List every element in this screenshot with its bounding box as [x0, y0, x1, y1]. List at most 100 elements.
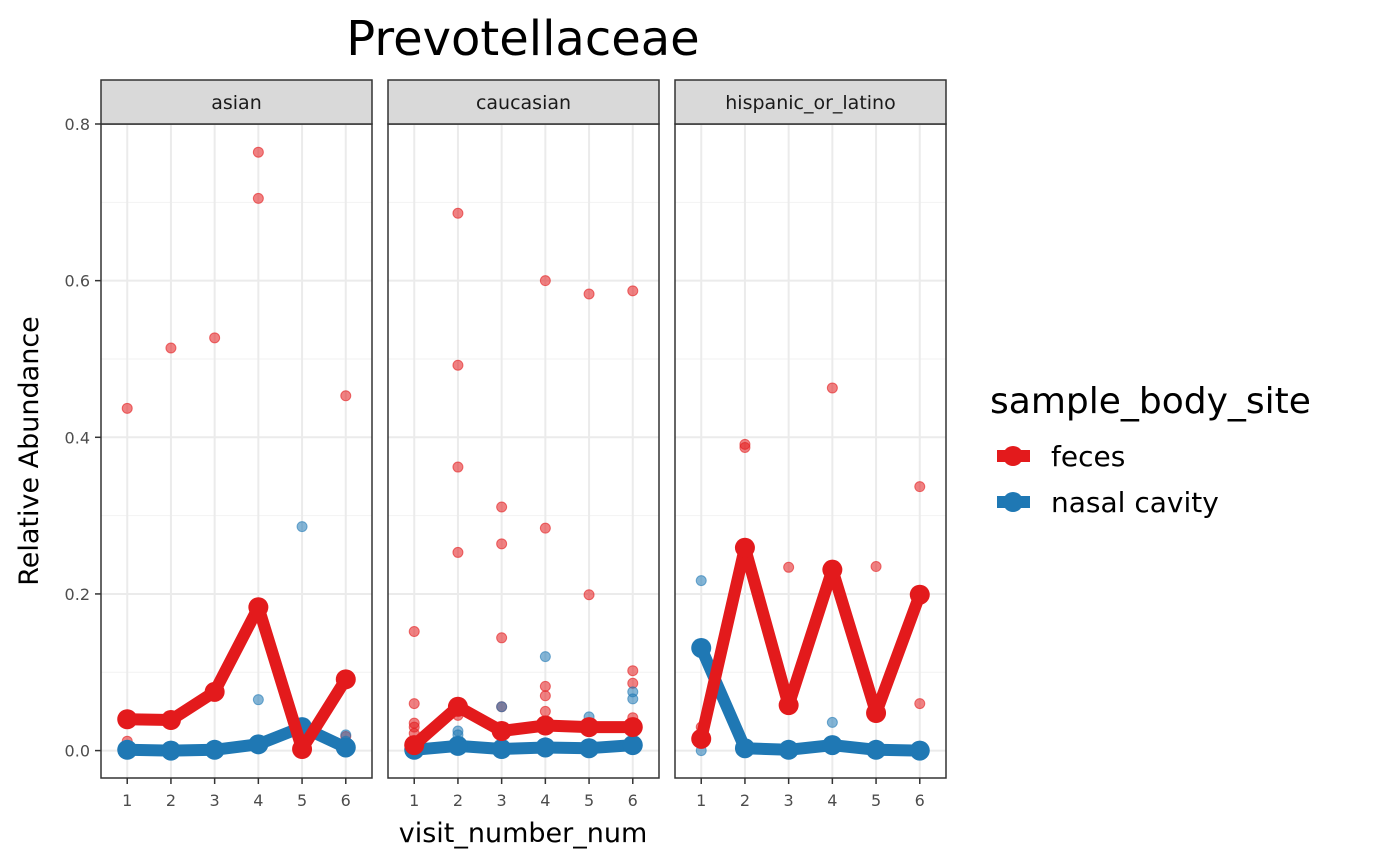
data-point-feces [539, 275, 551, 287]
mean-point-feces [160, 710, 181, 731]
x-tick-label: 2 [740, 791, 750, 810]
data-point-feces [583, 589, 595, 601]
mean-point-nasal-cavity [691, 637, 712, 658]
data-point-feces [408, 626, 420, 638]
mean-point-nasal-cavity [734, 738, 755, 759]
mean-point-nasal-cavity [535, 737, 556, 758]
x-tick-label: 4 [253, 791, 263, 810]
mean-line-nasal-cavity [413, 739, 634, 756]
mean-point-feces [292, 739, 313, 760]
x-tick-label: 5 [297, 791, 307, 810]
legend-entry-feces: feces [997, 440, 1125, 473]
x-tick-label: 5 [584, 791, 594, 810]
mean-point-nasal-cavity [204, 739, 225, 760]
legend-entry-nasal-cavity: nasal cavity [997, 486, 1219, 519]
strip-label: hispanic_or_latino [725, 92, 895, 114]
x-tick-label: 2 [453, 791, 463, 810]
strip-label: caucasian [476, 92, 571, 114]
data-point-nasal-cavity [695, 575, 707, 587]
x-tick-label: 6 [915, 791, 925, 810]
y-tick-label: 0.2 [65, 585, 90, 604]
data-point-feces [165, 342, 177, 354]
data-point-feces [452, 207, 464, 219]
x-tick-label: 1 [696, 791, 706, 810]
mean-point-feces [579, 717, 600, 738]
y-tick-label: 0.0 [65, 742, 90, 761]
y-tick-label: 0.6 [65, 272, 90, 291]
mean-point-nasal-cavity [579, 738, 600, 759]
panel-hispanic-or-latino: hispanic_or_latino 1 2 3 4 5 6 [674, 79, 947, 810]
mean-point-nasal-cavity [248, 734, 269, 755]
data-point-feces [452, 461, 464, 473]
data-point-feces [914, 698, 926, 710]
mean-point-nasal-cavity [822, 735, 843, 756]
mean-point-feces [778, 695, 799, 716]
mean-point-nasal-cavity [447, 735, 468, 756]
mean-point-nasal-cavity [335, 737, 356, 758]
strip-label: asian [211, 92, 262, 114]
y-tick-label: 0.8 [65, 115, 90, 134]
data-point-feces [539, 522, 551, 534]
mean-point-nasal-cavity [866, 739, 887, 760]
data-point-feces [496, 538, 508, 550]
legend-title: sample_body_site [990, 381, 1311, 422]
data-point-feces [539, 680, 551, 692]
legend-label: nasal cavity [1051, 486, 1219, 519]
strip-background [100, 79, 373, 125]
x-tick-label: 3 [784, 791, 794, 810]
mean-point-feces [909, 584, 930, 605]
mean-point-feces [491, 721, 512, 742]
mean-point-feces [248, 597, 269, 618]
data-point-nasal-cavity [627, 693, 639, 705]
data-point-feces [496, 632, 508, 644]
mean-point-nasal-cavity [909, 740, 930, 761]
legend-key-point [1003, 492, 1023, 512]
mean-point-feces [822, 559, 843, 580]
data-point-nasal-cavity [296, 521, 308, 533]
data-point-feces [452, 359, 464, 371]
mean-point-nasal-cavity [160, 740, 181, 761]
x-axis-title: visit_number_num [399, 818, 648, 849]
x-tick-label: 1 [122, 791, 132, 810]
data-point-feces [209, 332, 221, 344]
data-point-feces [870, 561, 882, 573]
mean-point-nasal-cavity [491, 739, 512, 760]
x-tick-label: 1 [409, 791, 419, 810]
legend-label: feces [1051, 440, 1125, 473]
data-point-feces [252, 146, 264, 158]
facet-panels: asian 1 2 3 4 5 6 caucasian 1 2 3 4 5 6 hispanic_or_la… [65, 79, 947, 810]
x-tick-label: 6 [341, 791, 351, 810]
y-tick-label: 0.4 [65, 428, 90, 447]
x-tick-label: 6 [628, 791, 638, 810]
data-point-feces [826, 382, 838, 394]
chart-title: Prevotellaceae [346, 11, 699, 67]
mean-point-feces [404, 735, 425, 756]
data-point-feces [783, 561, 795, 573]
data-point-feces [739, 441, 751, 453]
x-tick-label: 3 [210, 791, 220, 810]
x-tick-label: 5 [871, 791, 881, 810]
y-axis: 0.0 0.2 0.4 0.6 0.8 [65, 115, 101, 761]
panel-asian: asian 1 2 3 4 5 6 [100, 79, 373, 810]
mean-point-feces [691, 728, 712, 749]
x-tick-label: 2 [166, 791, 176, 810]
strip-background [387, 79, 660, 125]
mean-point-feces [734, 537, 755, 558]
data-point-feces [914, 481, 926, 493]
data-point-nasal-cavity [496, 701, 508, 713]
panel-caucasian: caucasian 1 2 3 4 5 6 [387, 79, 660, 810]
data-point-feces [583, 288, 595, 300]
panel-background [388, 124, 659, 778]
y-axis-title: Relative Abundance [14, 316, 45, 586]
data-point-feces [340, 390, 352, 402]
mean-point-feces [622, 717, 643, 738]
mean-line-feces [695, 541, 926, 741]
data-point-nasal-cavity [539, 651, 551, 663]
data-point-feces [121, 402, 133, 414]
data-point-feces [452, 546, 464, 558]
data-point-feces [539, 705, 551, 717]
data-point-feces [627, 285, 639, 297]
data-point-feces [539, 690, 551, 702]
panel-background [101, 124, 372, 778]
